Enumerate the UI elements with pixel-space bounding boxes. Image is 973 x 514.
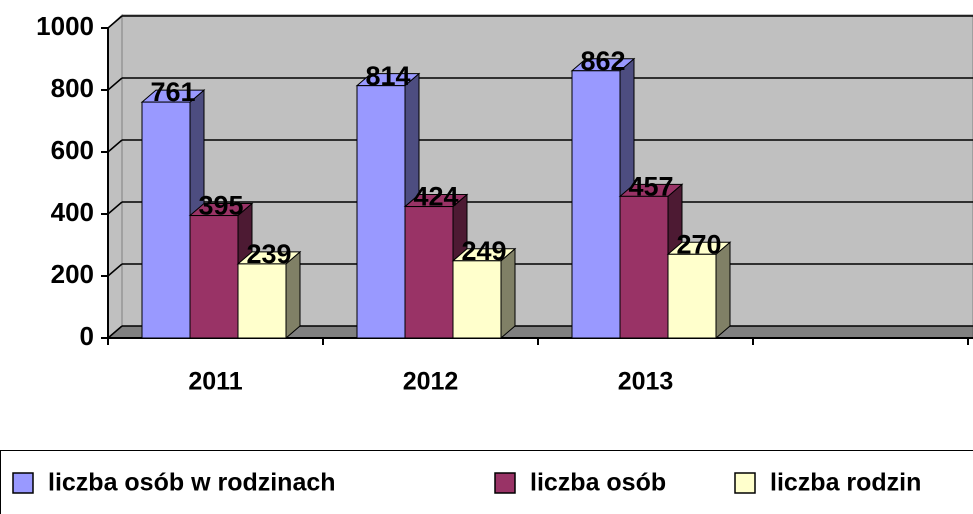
grid-line	[107, 263, 123, 277]
value-label: 862	[580, 46, 625, 76]
value-label: 249	[461, 236, 506, 266]
y-tick-label: 800	[51, 73, 94, 103]
legend-swatch	[12, 472, 34, 494]
value-label: 814	[365, 61, 410, 91]
legend-label: liczba rodzin	[770, 469, 921, 497]
legend-label: liczba osób	[530, 469, 666, 497]
bar	[141, 101, 191, 339]
grid-line	[107, 201, 123, 215]
value-label: 270	[676, 229, 721, 259]
legend-swatch	[494, 472, 516, 494]
legend-swatch	[734, 472, 756, 494]
bar	[571, 70, 621, 339]
value-label: 457	[628, 171, 673, 201]
bar	[667, 253, 717, 339]
y-tick-label: 0	[80, 321, 94, 351]
value-label: 239	[246, 239, 291, 269]
grid-line	[107, 325, 123, 339]
grid-line	[107, 139, 123, 153]
y-tick-label: 400	[51, 197, 94, 227]
grid-line	[107, 15, 123, 29]
x-tick-label: 2011	[188, 368, 242, 396]
y-tick-label: 200	[51, 259, 94, 289]
side-wall	[107, 13, 123, 340]
bar	[356, 85, 406, 339]
legend-label: liczba osób w rodzinach	[48, 469, 336, 497]
bar	[452, 260, 502, 339]
bar	[237, 263, 287, 339]
y-tick-label: 600	[51, 135, 94, 165]
bar	[189, 215, 239, 339]
legend-box	[0, 450, 973, 514]
bar	[404, 206, 454, 339]
bar	[619, 195, 669, 339]
x-tick-label: 2013	[618, 368, 674, 396]
x-tick-label: 2012	[403, 368, 459, 396]
value-label: 395	[198, 191, 243, 221]
value-label: 424	[413, 182, 458, 212]
y-tick-label: 1000	[36, 11, 94, 41]
value-label: 761	[150, 77, 195, 107]
grid-line	[107, 77, 123, 91]
